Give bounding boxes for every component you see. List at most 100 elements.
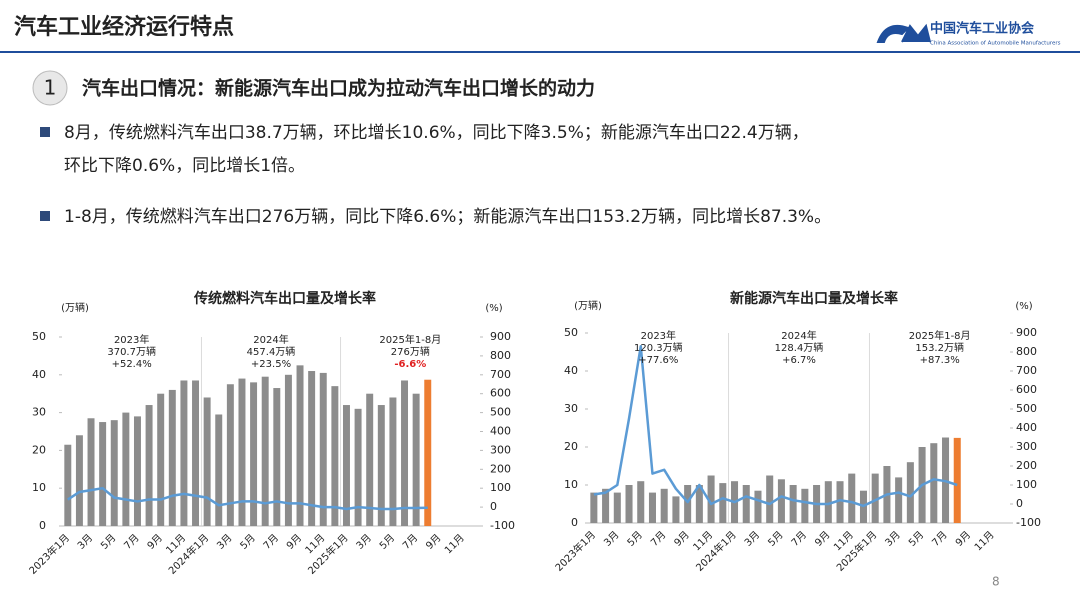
bar: [133, 416, 141, 526]
bar: [766, 475, 774, 523]
y2-tick-label: -100: [490, 519, 515, 532]
bar: [895, 477, 903, 523]
y2-tick-label: 500: [1016, 402, 1037, 415]
y2-tick-label: -100: [1016, 516, 1041, 529]
bar: [157, 393, 165, 526]
y-tick-label: 40: [564, 364, 578, 377]
bar: [602, 488, 610, 523]
chart-title: 新能源汽车出口量及增长率: [730, 290, 898, 307]
bar: [660, 488, 668, 523]
y2-tick-label: 900: [490, 330, 511, 343]
bar: [848, 473, 856, 523]
y2-tick-label: 400: [1016, 421, 1037, 434]
bar: [226, 384, 234, 526]
bar: [801, 488, 809, 523]
y-axis-unit: (万辆): [61, 301, 89, 314]
y2-axis-unit: (%): [1015, 301, 1032, 312]
bar: [613, 492, 621, 523]
bar: [906, 462, 914, 523]
bar: [238, 378, 246, 526]
bar: [401, 380, 409, 526]
y2-tick-label: 800: [1016, 345, 1037, 358]
bar: [707, 475, 715, 523]
org-name-en: China Association of Automobile Manufact…: [930, 41, 1061, 47]
slide-title: 汽车工业经济运行特点: [14, 14, 234, 40]
annotation: 120.3万辆: [634, 341, 683, 354]
section-title: 汽车出口情况：新能源汽车出口成为拉动汽车出口增长的动力: [82, 77, 595, 100]
bar: [412, 393, 420, 526]
bar: [308, 371, 316, 526]
chart-title: 传统燃料汽车出口量及增长率: [193, 290, 376, 307]
bar: [789, 485, 797, 523]
bar: [354, 408, 362, 526]
annotation: 2024年: [253, 333, 288, 346]
y2-tick-label: 400: [490, 425, 511, 438]
y2-tick-label: 200: [1016, 459, 1037, 472]
bar: [637, 481, 645, 523]
bar: [122, 412, 130, 526]
y2-tick-label: 300: [1016, 440, 1037, 453]
bullet-text: 环比下降0.6%，同比增长1倍。: [64, 156, 305, 176]
annotation: +23.5%: [251, 359, 291, 370]
bar: [192, 380, 200, 526]
y2-tick-label: 800: [490, 349, 511, 362]
y-tick-label: 20: [564, 440, 578, 453]
y-tick-label: 40: [32, 368, 46, 381]
bar: [684, 485, 692, 523]
bar: [871, 473, 879, 523]
y2-tick-label: 600: [490, 387, 511, 400]
y-tick-label: 50: [564, 326, 578, 339]
bar: [110, 420, 118, 526]
y-tick-label: 10: [564, 478, 578, 491]
bar: [836, 481, 844, 523]
y-tick-label: 30: [564, 402, 578, 415]
bar: [284, 374, 292, 526]
bar: [389, 397, 397, 526]
section-number: 1: [44, 76, 57, 100]
bullet-marker: [40, 127, 50, 137]
y2-tick-label: 0: [490, 500, 497, 513]
bar: [719, 483, 727, 523]
y2-tick-label: 700: [1016, 364, 1037, 377]
annotation: 370.7万辆: [107, 345, 156, 358]
bar: [75, 435, 83, 526]
bar: [366, 393, 374, 526]
y2-axis-unit: (%): [485, 303, 502, 314]
annotation: 276万辆: [391, 345, 430, 358]
bar: [319, 372, 327, 526]
annotation: +52.4%: [112, 359, 152, 370]
bar: [742, 485, 750, 523]
y-tick-label: 0: [39, 519, 46, 532]
y2-tick-label: 900: [1016, 326, 1037, 339]
bar: [145, 405, 153, 526]
bar: [331, 386, 339, 526]
org-name: 中国汽车工业协会: [930, 21, 1035, 37]
bar: [824, 481, 832, 523]
annotation: 128.4万辆: [775, 341, 824, 354]
annotation: 153.2万辆: [915, 341, 964, 354]
bar: [930, 443, 938, 523]
bar: [695, 485, 703, 523]
annotation: 457.4万辆: [247, 345, 296, 358]
annotation: +77.6%: [638, 355, 678, 366]
y-tick-label: 20: [32, 443, 46, 456]
y2-tick-label: 100: [1016, 478, 1037, 491]
bar: [342, 405, 350, 526]
bar: [625, 485, 633, 523]
bar: [590, 492, 598, 523]
bar: [203, 397, 211, 526]
bar: [87, 418, 95, 526]
bar: [777, 479, 785, 523]
page-number: 8: [992, 575, 1000, 589]
y2-tick-label: 100: [490, 481, 511, 494]
bullet-text: 8月，传统燃料汽车出口38.7万辆，环比增长10.6%，同比下降3.5%；新能源…: [64, 123, 809, 143]
annotation: 2025年1-8月: [379, 333, 441, 346]
y-tick-label: 10: [32, 481, 46, 494]
y2-tick-label: 300: [490, 443, 511, 456]
annotation: -6.6%: [394, 359, 426, 370]
bullet-text: 1-8月，传统燃料汽车出口276万辆，同比下降6.6%；新能源汽车出口153.2…: [64, 207, 831, 227]
annotation: 2025年1-8月: [909, 329, 971, 342]
bar: [250, 382, 258, 526]
y2-tick-label: 600: [1016, 383, 1037, 396]
